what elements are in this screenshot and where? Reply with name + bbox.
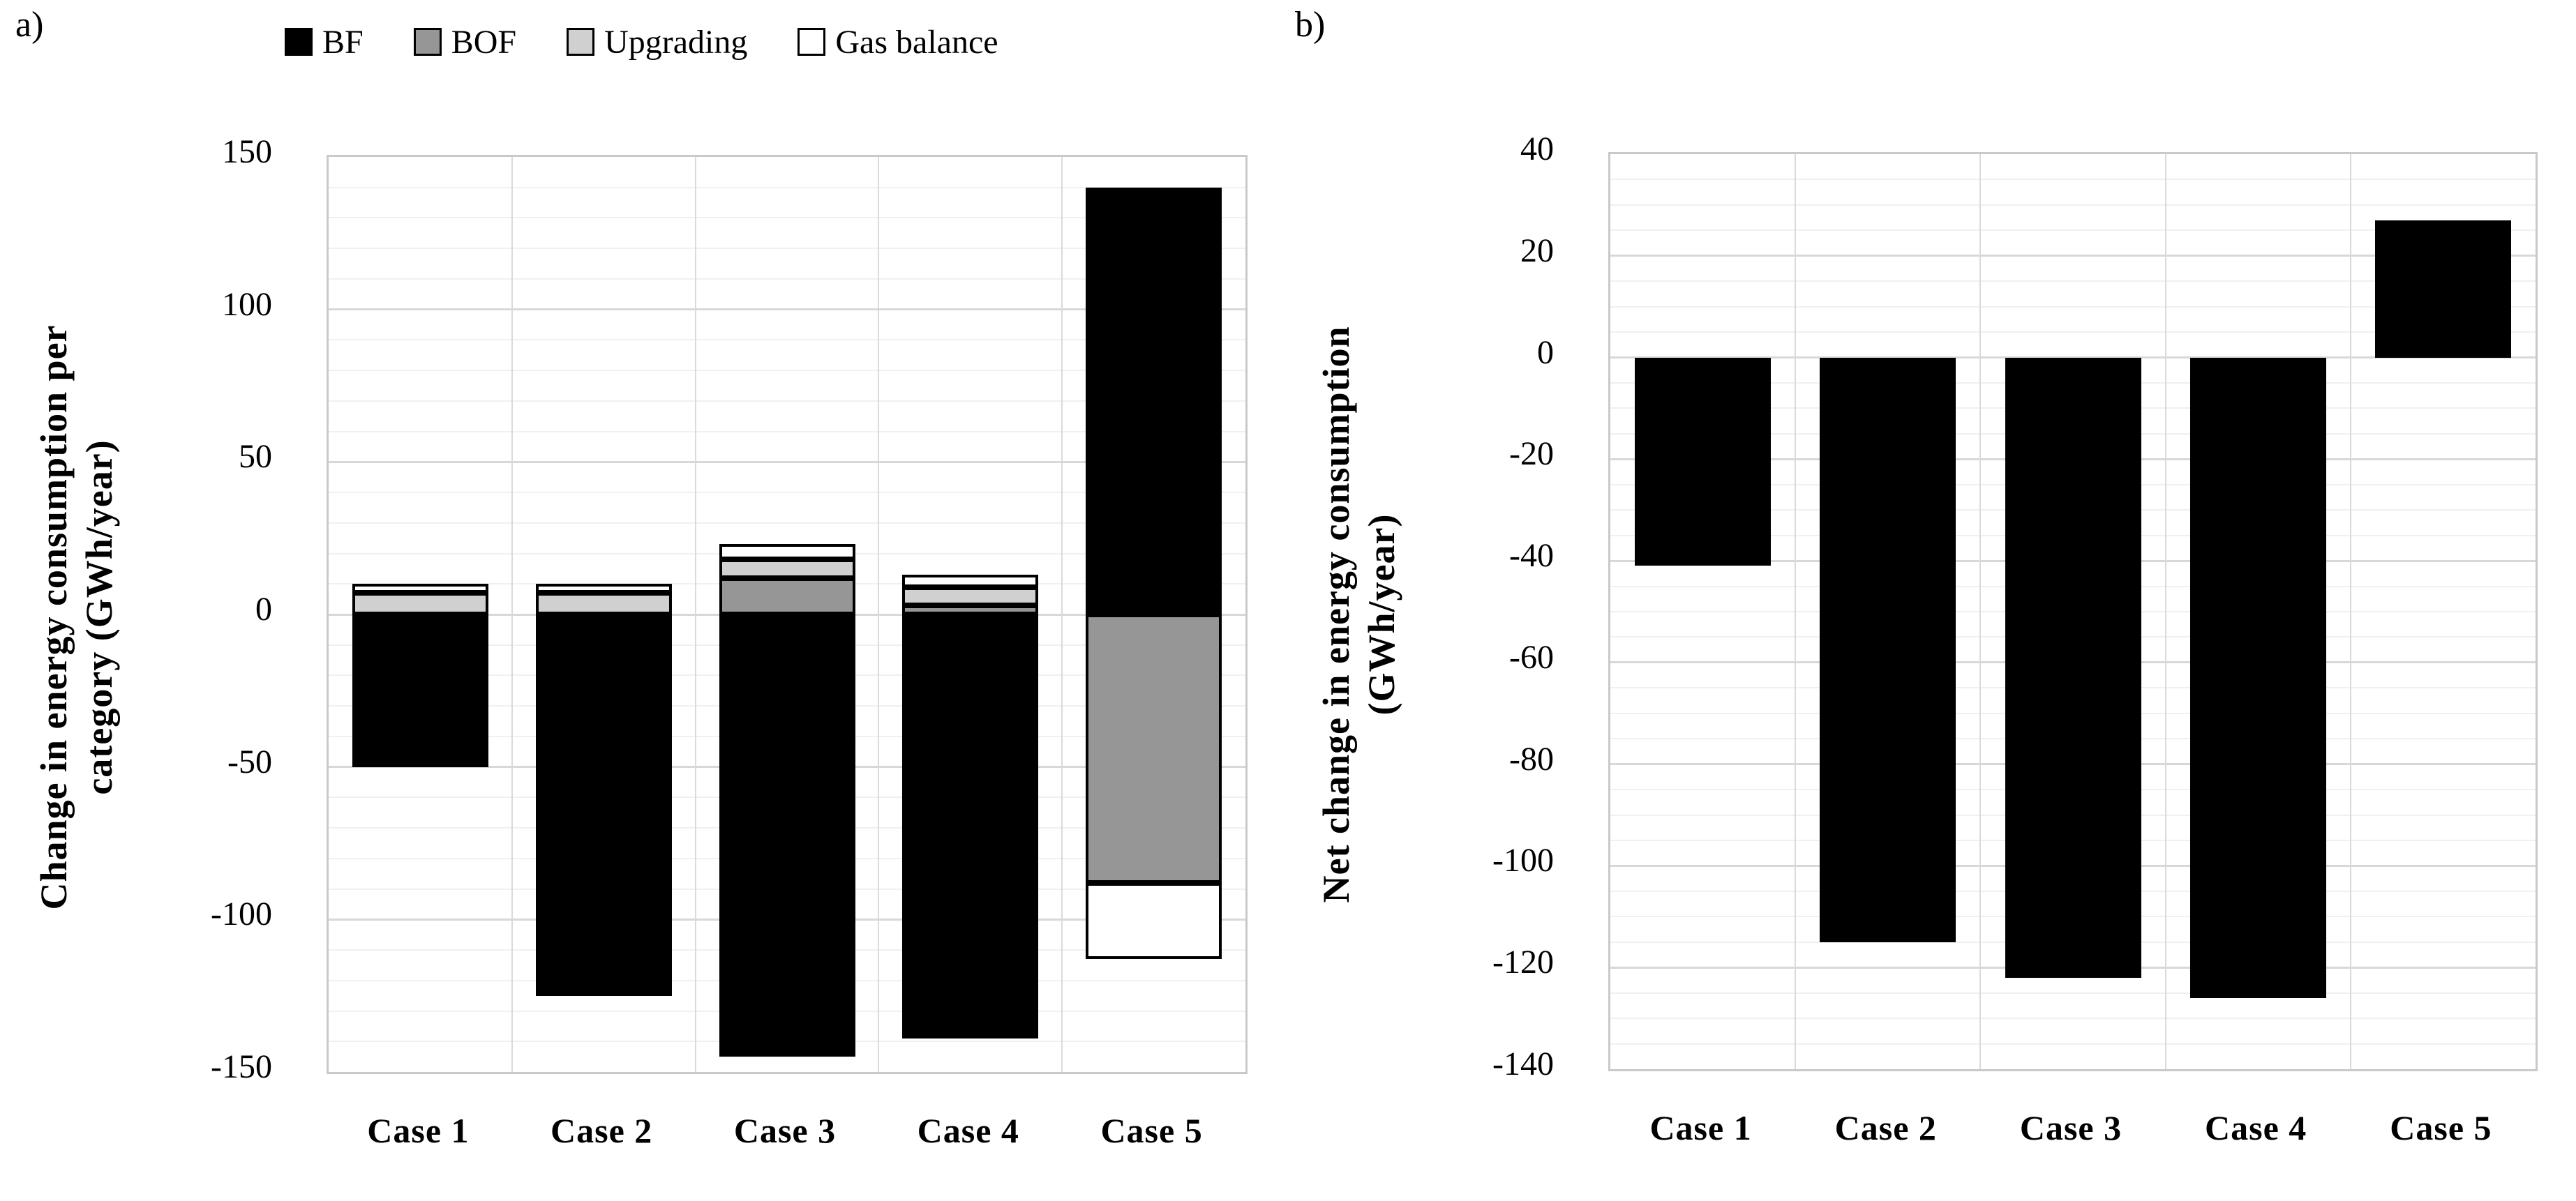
minor-gridline — [1610, 229, 2536, 232]
legend-swatch-bof-icon — [413, 28, 442, 56]
y-tick-label: -40 — [1509, 537, 1554, 575]
y-tick-label: -60 — [1509, 638, 1554, 676]
bar-segment-upgrading-case-4 — [902, 587, 1039, 605]
minor-gridline — [1610, 1018, 2536, 1020]
minor-gridline — [1610, 280, 2536, 282]
minor-gridline — [329, 430, 1245, 432]
bar-segment-net-change-case-4 — [2189, 357, 2326, 998]
bar-segment-gas-balance-case-2 — [535, 584, 672, 594]
y-tick-label: 100 — [222, 285, 272, 323]
major-gridline — [1610, 255, 2536, 257]
bar-segment-gas-balance-case-1 — [352, 584, 488, 594]
minor-gridline — [329, 492, 1245, 494]
legend-swatch-bf-icon — [285, 28, 313, 56]
minor-gridline — [329, 339, 1245, 341]
category-gridline — [878, 157, 880, 1072]
minor-gridline — [329, 370, 1245, 372]
x-category-label-case-3: Case 3 — [733, 1111, 837, 1150]
y-tick-label: -150 — [211, 1048, 272, 1085]
bar-segment-gas-balance-case-3 — [719, 544, 855, 560]
x-category-label-case-2: Case 2 — [1834, 1108, 1937, 1147]
y-tick-label: 0 — [255, 591, 272, 628]
x-category-label-case-5: Case 5 — [1100, 1111, 1203, 1150]
y-tick-label: 50 — [239, 438, 272, 476]
minor-gridline — [329, 522, 1245, 524]
bar-segment-net-change-case-1 — [1635, 357, 1772, 566]
legend-item-upgrading: Upgrading — [567, 23, 747, 61]
bar-segment-bof-case-3 — [719, 577, 855, 614]
bar-segment-bf-case-5 — [1086, 187, 1222, 614]
panel-b-label: b) — [1295, 5, 1326, 45]
bar-segment-net-change-case-5 — [2374, 220, 2511, 358]
category-gridline — [1795, 154, 1797, 1069]
minor-gridline — [1610, 305, 2536, 308]
y-tick-label: 20 — [1520, 232, 1554, 269]
bar-segment-upgrading-case-2 — [535, 593, 672, 614]
y-tick-label: 150 — [222, 133, 272, 170]
minor-gridline — [1610, 179, 2536, 181]
bar-segment-upgrading-case-1 — [352, 593, 488, 614]
y-tick-label: -100 — [211, 896, 272, 933]
minor-gridline — [329, 248, 1245, 250]
bar-segment-net-change-case-2 — [1820, 357, 1956, 942]
legend-item-bof: BOF — [413, 23, 517, 61]
bar-segment-bof-case-4 — [902, 605, 1039, 614]
major-gridline — [329, 308, 1245, 311]
minor-gridline — [1610, 1043, 2536, 1045]
legend-swatch-upgrading-icon — [567, 28, 595, 56]
y-tick-label: -80 — [1509, 740, 1554, 778]
y-tick-label: 0 — [1537, 333, 1554, 371]
major-gridline — [329, 460, 1245, 463]
minor-gridline — [1610, 992, 2536, 994]
category-gridline — [694, 157, 696, 1072]
bar-segment-gas-balance-case-4 — [902, 575, 1039, 587]
y-tick-label: -20 — [1509, 435, 1554, 473]
x-category-label-case-4: Case 4 — [917, 1111, 1019, 1150]
legend-label-upgrading: Upgrading — [604, 23, 748, 61]
category-gridline — [2164, 154, 2166, 1069]
bar-segment-bf-case-3 — [719, 614, 855, 1057]
x-category-label-case-5: Case 5 — [2390, 1108, 2492, 1147]
x-category-label-case-1: Case 1 — [1649, 1108, 1752, 1147]
legend-label-bof: BOF — [451, 23, 517, 61]
category-gridline — [2349, 154, 2351, 1069]
category-gridline — [1061, 157, 1063, 1072]
bar-segment-bof-case-5 — [1086, 614, 1222, 883]
plot-area-a — [327, 155, 1248, 1074]
y-tick-label: -100 — [1492, 842, 1554, 879]
category-gridline — [511, 157, 513, 1072]
legend-label-bf: BF — [322, 23, 364, 61]
x-category-label-case-4: Case 4 — [2205, 1108, 2307, 1147]
bar-segment-net-change-case-3 — [2005, 357, 2141, 978]
legend-label-gas-balance: Gas balance — [835, 23, 998, 61]
minor-gridline — [1610, 331, 2536, 333]
legend-swatch-gas-balance-icon — [797, 28, 826, 56]
legend-item-bf: BF — [285, 23, 364, 61]
panel-a-label: a) — [15, 5, 44, 45]
bar-segment-gas-balance-case-5 — [1086, 882, 1222, 960]
bar-segment-bf-case-4 — [902, 614, 1039, 1038]
y-tick-label: -50 — [227, 743, 272, 780]
plot-area-b — [1608, 152, 2538, 1071]
minor-gridline — [329, 186, 1245, 188]
legend-chart-a: BF BOF Upgrading Gas balance — [285, 20, 998, 64]
legend-item-gas-balance: Gas balance — [797, 23, 998, 61]
y-tick-label: -120 — [1492, 944, 1554, 981]
minor-gridline — [329, 278, 1245, 280]
y-tick-label: 40 — [1520, 130, 1554, 167]
y-tick-label: -140 — [1492, 1045, 1554, 1082]
minor-gridline — [329, 217, 1245, 219]
category-gridline — [1979, 154, 1982, 1069]
x-category-label-case-3: Case 3 — [2019, 1108, 2122, 1147]
minor-gridline — [329, 400, 1245, 402]
bar-segment-bf-case-2 — [535, 614, 672, 996]
x-category-label-case-2: Case 2 — [551, 1111, 653, 1150]
minor-gridline — [1610, 204, 2536, 206]
x-category-label-case-1: Case 1 — [367, 1111, 470, 1150]
bar-segment-upgrading-case-3 — [719, 559, 855, 578]
bar-segment-bf-case-1 — [352, 614, 488, 767]
